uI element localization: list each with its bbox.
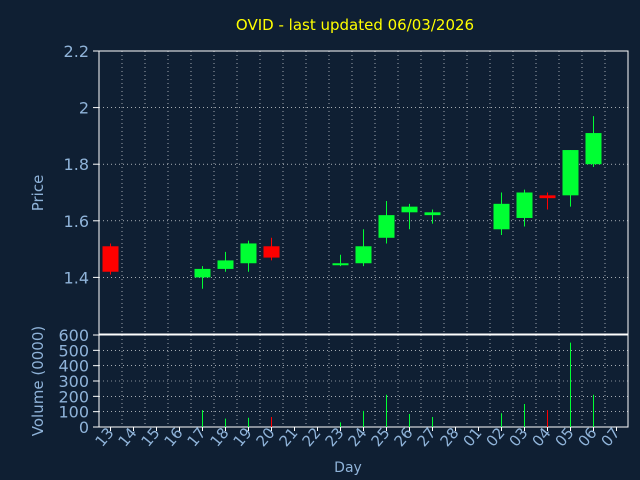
candle-body: [332, 263, 349, 266]
candle-body: [240, 243, 257, 264]
price-tick-label: 1.8: [64, 155, 89, 174]
x-tick-label: 21: [276, 424, 302, 450]
candle-body: [401, 206, 418, 213]
x-tick-label: 01: [460, 424, 486, 450]
price-axis-label: Price: [29, 175, 47, 212]
candle-body: [355, 246, 372, 264]
x-tick-label: 02: [483, 424, 509, 450]
x-tick-label: 20: [253, 424, 279, 450]
x-tick-label: 27: [414, 424, 440, 450]
x-tick-label: 19: [230, 424, 256, 450]
x-tick-label: 13: [92, 424, 118, 450]
price-tick-label: 1.4: [64, 268, 89, 287]
volume-tick-label: 0: [79, 418, 89, 437]
x-tick-label: 16: [161, 424, 187, 450]
x-tick-label: 24: [345, 424, 371, 450]
volume-tick-label: 300: [58, 372, 89, 391]
x-tick-label: 18: [207, 424, 233, 450]
x-tick-label: 07: [598, 424, 624, 450]
volume-tick-label: 500: [58, 341, 89, 360]
x-tick-label: 06: [575, 424, 601, 450]
x-tick-label: 25: [368, 424, 394, 450]
volume-tick-label: 600: [58, 326, 89, 345]
price-tick-label: 1.6: [64, 212, 89, 231]
candle-body: [424, 212, 441, 216]
candle-body: [562, 150, 579, 196]
candle-body: [102, 246, 119, 272]
volume-axis-label: Volume (0000): [29, 326, 47, 436]
price-plot-border: [98, 50, 629, 335]
candle-body: [378, 215, 395, 238]
x-tick-label: 23: [322, 424, 348, 450]
candle-body: [194, 268, 211, 278]
price-panel: 1.4 1.6 1.8 2 2.2: [64, 42, 629, 335]
price-tick-label: 2.2: [64, 42, 89, 61]
x-tick-label: 04: [529, 424, 555, 450]
volume-tick-label: 400: [58, 357, 89, 376]
x-tick-label: 28: [437, 424, 463, 450]
candle-body: [539, 195, 556, 199]
chart-title: OVID - last updated 06/03/2026: [236, 16, 474, 34]
x-tick-label: 26: [391, 424, 417, 450]
volume-tick-label: 200: [58, 387, 89, 406]
x-tick-label: 15: [138, 424, 164, 450]
volume-tick-label: 100: [58, 403, 89, 422]
x-tick-label: 03: [506, 424, 532, 450]
price-tick-label: 2: [79, 99, 89, 118]
x-axis-label: Day: [334, 460, 362, 476]
candle-body: [516, 192, 533, 218]
x-axis: 1314151617181920212223242526272801020304…: [92, 424, 624, 450]
candle-body: [263, 246, 280, 258]
x-tick-label: 05: [552, 424, 578, 450]
candle-body: [217, 260, 234, 269]
x-tick-label: 14: [115, 424, 141, 450]
x-tick-label: 17: [184, 424, 210, 450]
x-tick-label: 22: [299, 424, 325, 450]
candle-body: [493, 203, 510, 230]
candle-body: [585, 133, 602, 165]
